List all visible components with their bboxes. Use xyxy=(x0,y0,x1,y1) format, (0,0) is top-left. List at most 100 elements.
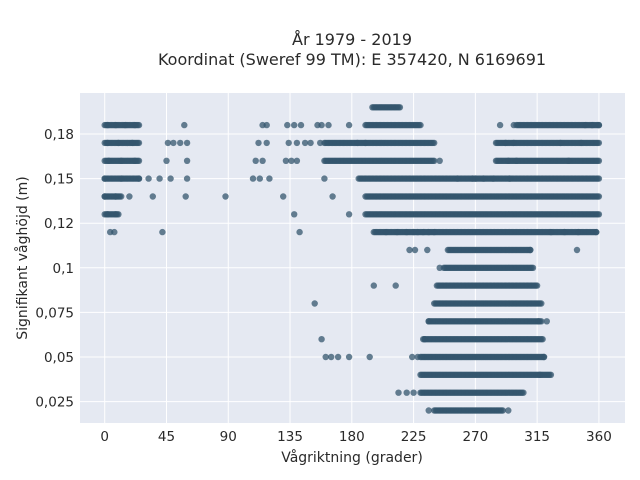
data-point xyxy=(577,139,585,147)
data-point xyxy=(595,193,603,200)
data-point xyxy=(282,157,290,164)
data-point xyxy=(181,121,188,129)
data-point xyxy=(547,228,555,236)
data-point xyxy=(167,175,174,182)
data-point xyxy=(280,193,287,200)
data-point xyxy=(382,228,390,236)
data-point xyxy=(255,139,262,147)
data-point xyxy=(105,157,113,164)
data-point xyxy=(164,139,172,147)
data-point xyxy=(431,139,438,147)
data-point xyxy=(115,139,122,147)
data-point xyxy=(420,228,427,236)
data-point xyxy=(321,175,328,182)
data-point xyxy=(588,121,596,129)
data-point xyxy=(285,139,292,147)
data-point xyxy=(557,139,564,147)
data-point xyxy=(565,157,572,164)
x-tick-label: 135 xyxy=(277,429,303,445)
data-point xyxy=(431,228,438,236)
data-point xyxy=(370,282,377,289)
data-point xyxy=(414,353,421,361)
data-point xyxy=(425,228,432,236)
data-point xyxy=(259,157,266,164)
chart-title: År 1979 - 2019 xyxy=(292,30,412,49)
x-tick-label: 270 xyxy=(462,429,488,445)
data-point xyxy=(126,193,133,200)
data-point xyxy=(101,193,108,200)
data-point xyxy=(301,139,309,147)
data-point xyxy=(345,211,353,218)
x-tick-label: 90 xyxy=(220,429,237,445)
data-point xyxy=(490,175,497,182)
data-point xyxy=(424,246,431,254)
data-point xyxy=(118,175,125,182)
data-point xyxy=(284,121,291,129)
data-point xyxy=(288,157,295,164)
data-point xyxy=(131,157,139,164)
data-point xyxy=(403,389,410,396)
data-point xyxy=(536,371,544,378)
y-tick-label: 0,18 xyxy=(44,127,74,143)
data-point xyxy=(582,121,589,129)
data-point xyxy=(454,175,461,182)
data-point xyxy=(480,175,487,182)
data-point xyxy=(252,157,259,164)
data-point xyxy=(101,175,108,182)
data-point xyxy=(118,157,125,164)
data-point xyxy=(575,228,582,236)
data-point xyxy=(129,139,136,147)
data-point xyxy=(307,139,314,147)
y-tick-label: 0,05 xyxy=(44,350,74,366)
data-point xyxy=(496,121,504,129)
data-point xyxy=(502,139,509,147)
data-point xyxy=(411,246,419,254)
data-point xyxy=(505,407,512,414)
data-point xyxy=(118,193,125,200)
data-point xyxy=(395,389,402,396)
data-point xyxy=(293,139,301,147)
data-point xyxy=(104,121,111,129)
data-point xyxy=(183,139,191,147)
y-axis-ticks: 0,025 0,05 0,075 0,1 0,12 0,15 0,18 xyxy=(35,127,74,411)
data-point xyxy=(436,264,443,271)
x-tick-label: 315 xyxy=(524,429,550,445)
data-point xyxy=(505,157,512,164)
data-point xyxy=(499,407,506,414)
data-point xyxy=(249,175,257,182)
data-point xyxy=(403,228,410,236)
data-point xyxy=(296,228,303,236)
data-point xyxy=(182,193,189,200)
data-point xyxy=(111,228,118,236)
data-point xyxy=(406,246,413,254)
data-point xyxy=(543,318,550,325)
data-point xyxy=(318,336,325,343)
data-point xyxy=(540,353,548,361)
data-point xyxy=(159,228,166,236)
data-point xyxy=(177,139,184,147)
data-point xyxy=(513,157,520,164)
data-point xyxy=(222,193,229,200)
data-point xyxy=(345,121,353,129)
data-point xyxy=(535,318,542,325)
data-point xyxy=(362,139,369,147)
data-point xyxy=(322,353,329,361)
data-point xyxy=(311,300,318,307)
plot-area xyxy=(80,93,625,423)
data-point xyxy=(263,121,270,129)
data-point xyxy=(595,211,603,218)
data-point xyxy=(135,175,143,182)
data-point xyxy=(529,264,537,271)
data-point xyxy=(263,139,270,147)
data-point xyxy=(297,121,305,129)
data-point xyxy=(396,104,404,111)
data-point xyxy=(436,157,443,164)
data-point xyxy=(156,175,163,182)
data-point xyxy=(334,353,342,361)
data-point xyxy=(354,139,361,147)
data-point xyxy=(417,121,424,129)
data-point xyxy=(595,121,603,129)
data-points xyxy=(101,104,603,414)
x-tick-label: 0 xyxy=(100,429,109,445)
data-point xyxy=(135,139,143,147)
